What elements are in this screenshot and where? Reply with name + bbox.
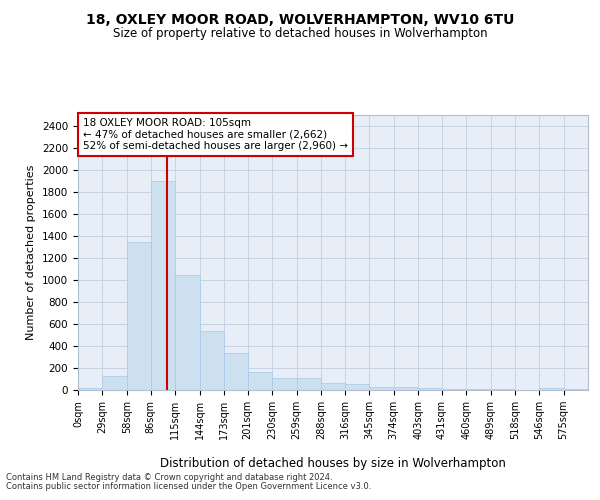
Bar (200, 331, 224, 390)
Text: 18 OXLEY MOOR ROAD: 105sqm
← 47% of detached houses are smaller (2,662)
52% of s: 18 OXLEY MOOR ROAD: 105sqm ← 47% of deta… (83, 118, 348, 151)
Y-axis label: Number of detached properties: Number of detached properties (26, 165, 37, 340)
Text: Contains public sector information licensed under the Open Government Licence v3: Contains public sector information licen… (6, 482, 371, 491)
Bar (296, 378, 321, 390)
Bar (321, 384, 345, 390)
Bar (127, 242, 151, 390)
Bar (78, 388, 103, 390)
Bar (248, 372, 272, 390)
Bar (539, 388, 563, 390)
Bar (103, 376, 127, 390)
Text: Size of property relative to detached houses in Wolverhampton: Size of property relative to detached ho… (113, 28, 487, 40)
Bar (370, 386, 394, 390)
Text: Distribution of detached houses by size in Wolverhampton: Distribution of detached houses by size … (160, 458, 506, 470)
Bar (442, 389, 466, 390)
Bar (272, 378, 296, 390)
Text: 18, OXLEY MOOR ROAD, WOLVERHAMPTON, WV10 6TU: 18, OXLEY MOOR ROAD, WOLVERHAMPTON, WV10… (86, 12, 514, 26)
Bar (394, 387, 418, 390)
Bar (224, 353, 248, 390)
Bar (175, 275, 200, 390)
Bar (151, 181, 175, 390)
Bar (345, 384, 370, 390)
Text: Contains HM Land Registry data © Crown copyright and database right 2024.: Contains HM Land Registry data © Crown c… (6, 474, 332, 482)
Bar (418, 388, 442, 390)
